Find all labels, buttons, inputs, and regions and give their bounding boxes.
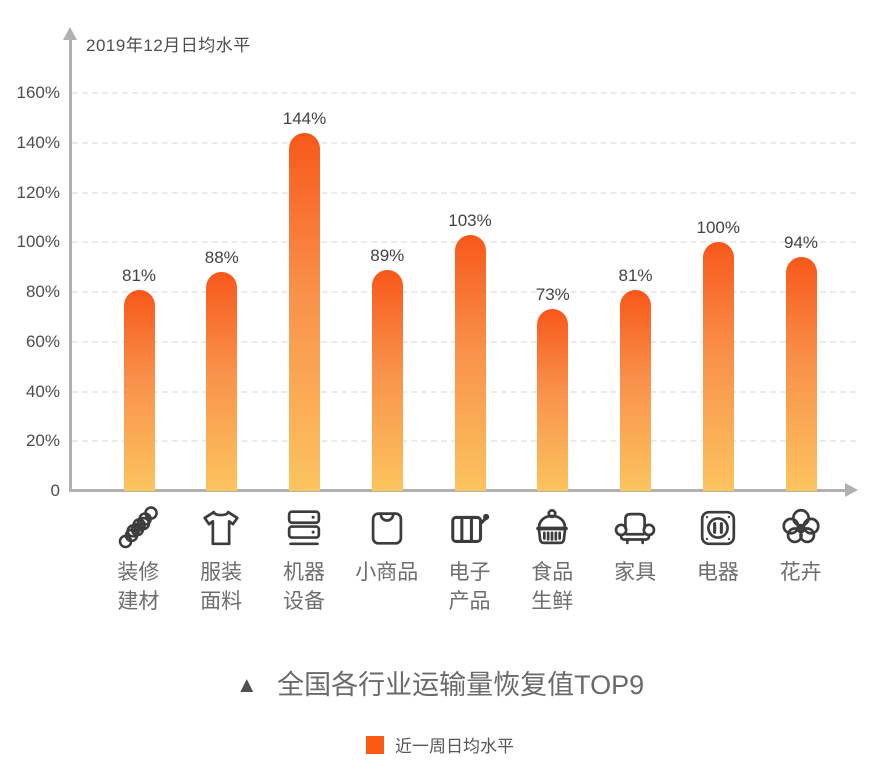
shopping-bag-icon (364, 505, 410, 551)
legend-swatch (366, 735, 384, 754)
bar-appliances (702, 242, 734, 491)
category-label: 小商品 (355, 561, 419, 584)
category-fresh-food: 食品 生鲜 (511, 505, 594, 616)
chart-title: ▲ 全国各行业运输量恢复值TOP9 (0, 663, 880, 702)
category-furniture: 家具 (594, 505, 677, 616)
sofa-icon (612, 505, 658, 551)
y-axis-tick: 100% (16, 232, 60, 252)
y-axis-line (69, 39, 72, 491)
bar-value-label: 100% (696, 218, 740, 238)
bar-small-commodities (371, 269, 403, 491)
bar-value-label: 81% (618, 265, 653, 285)
bar-electronics (454, 234, 486, 491)
legend: 近一周日均水平 (0, 732, 880, 757)
category-electronics: 电子 产品 (428, 505, 511, 616)
bar-clothing-fabric (206, 272, 238, 491)
category-label: 家具 (614, 561, 657, 584)
y-axis-tick: 80% (25, 282, 60, 301)
y-axis-tick: 0 (50, 481, 60, 500)
machine-icon (281, 505, 327, 551)
gridline (72, 141, 856, 144)
bar-furniture (620, 289, 651, 491)
category-label: 服装 面料 (200, 561, 243, 613)
bar-value-label: 94% (783, 233, 819, 253)
category-axis: 装修 建材 服装 面料 机器 设备 (97, 505, 842, 616)
gridline (72, 191, 856, 194)
tshirt-icon (198, 505, 244, 551)
x-axis-arrow-icon (845, 483, 858, 497)
bar-value-label: 73% (535, 285, 570, 305)
bar-value-label: 88% (204, 248, 239, 268)
bar-fresh-food (537, 309, 569, 491)
power-socket-icon (695, 505, 741, 551)
category-machinery-equipment: 机器 设备 (263, 505, 346, 616)
bar-value-label: 103% (448, 210, 492, 230)
category-clothing-fabric: 服装 面料 (180, 505, 263, 616)
category-label: 电子 产品 (448, 561, 491, 613)
y-axis-tick: 20% (25, 431, 60, 451)
y-axis-tick: 40% (25, 381, 60, 401)
pipes-icon (115, 505, 161, 551)
bar-decoration-materials (123, 289, 155, 491)
category-decoration-materials: 装修 建材 (97, 505, 180, 616)
y-axis-arrow-icon (63, 27, 77, 40)
y-axis-tick: 160% (16, 83, 60, 102)
bar-value-label: 89% (370, 245, 405, 265)
category-label: 花卉 (779, 561, 822, 584)
category-label: 机器 设备 (282, 561, 325, 613)
y-axis-tick: 120% (16, 182, 60, 202)
category-small-commodities: 小商品 (345, 505, 428, 616)
category-label: 食品 生鲜 (531, 561, 574, 613)
legend-label: 近一周日均水平 (395, 737, 514, 756)
y-axis-title: 2019年12月日均水平 (86, 36, 251, 55)
y-axis-tick: 60% (25, 331, 60, 351)
category-label: 电器 (696, 561, 739, 584)
category-appliances: 电器 (676, 505, 759, 616)
bar-value-label: 144% (282, 108, 327, 128)
bar-value-label: 81% (121, 265, 157, 285)
flower-icon (778, 505, 824, 551)
category-flowers: 花卉 (759, 505, 842, 616)
chart-title-text: 全国各行业运输量恢复值TOP9 (277, 670, 645, 700)
category-label: 装修 建材 (117, 561, 160, 613)
food-basket-icon (529, 505, 575, 551)
triangle-icon: ▲ (235, 672, 258, 697)
bar-flowers (785, 257, 817, 491)
battery-icon (447, 505, 493, 551)
y-axis-tick: 140% (16, 132, 60, 152)
bar-machinery-equipment (289, 132, 320, 491)
gridline (72, 92, 856, 94)
